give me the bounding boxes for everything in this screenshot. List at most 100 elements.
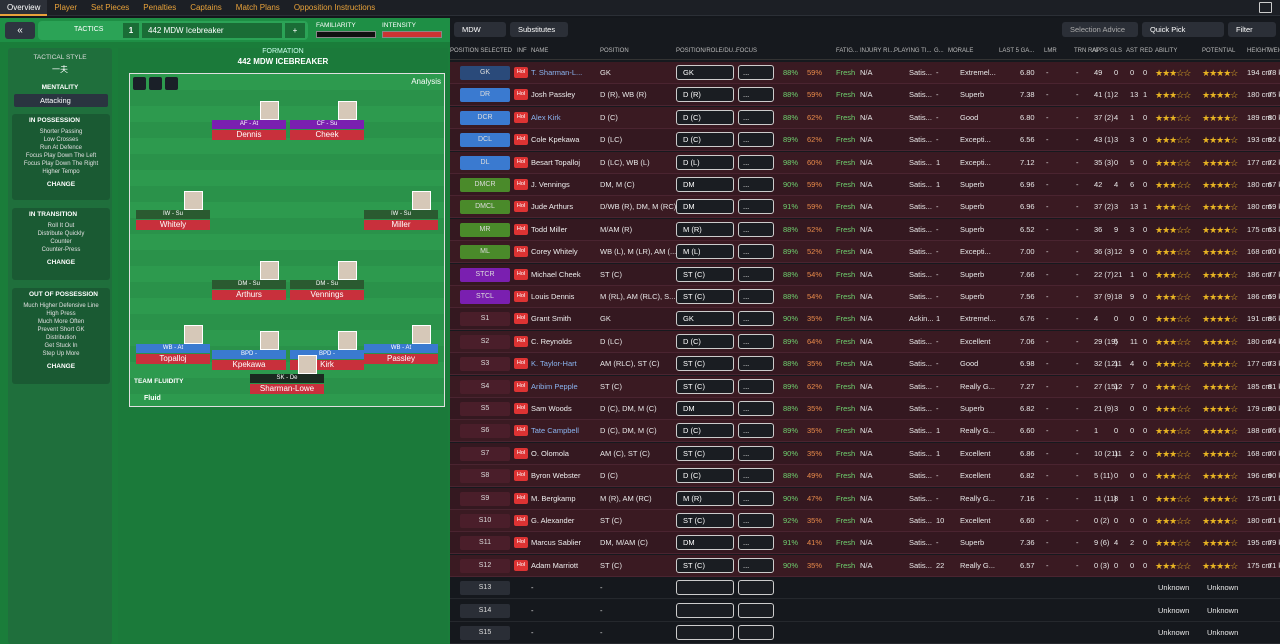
player-name[interactable]: - — [531, 583, 534, 593]
focus-select[interactable]: ... — [738, 65, 774, 80]
column-header[interactable]: HEIGHT — [1247, 48, 1270, 54]
selection-advice-button[interactable]: Selection Advice — [1062, 22, 1138, 37]
table-row[interactable]: S6 Tate Campbell D (C), DM, M (C) Hol D (C).… — [450, 420, 1280, 443]
table-row[interactable]: DCR Alex Kirk D (C) Hol D (C)... 88% 62% Fresh N… — [450, 106, 1280, 129]
column-header[interactable]: APPS — [1092, 48, 1109, 54]
table-row[interactable]: GK T. Sharman-L... GK Hol GK... 88% 59% Fresh N/… — [450, 62, 1280, 84]
player-name[interactable]: Josh Passley — [531, 90, 576, 100]
position-select[interactable]: DCR — [460, 110, 510, 125]
focus-select[interactable]: ... — [738, 378, 774, 394]
screen-icon[interactable] — [1259, 2, 1272, 13]
focus-select[interactable]: ... — [738, 177, 774, 192]
role-select[interactable]: M (L) — [676, 244, 734, 260]
position-select[interactable]: STCL — [460, 290, 510, 304]
position-select[interactable]: DCL — [460, 133, 510, 148]
analysis-button[interactable]: Analysis — [411, 77, 441, 86]
player-name[interactable]: K. Taylor-Hart — [531, 359, 577, 369]
tab-match-plans[interactable]: Match Plans — [235, 2, 280, 12]
table-row[interactable]: DR Josh Passley D (R), WB (R) Hol D (R)... 88… — [450, 84, 1280, 107]
table-row[interactable]: S5 Sam Woods D (C), DM, M (C) Hol DM... 88% 35… — [450, 398, 1280, 420]
table-row[interactable]: S15 - - Unknown Unknown — [450, 622, 1280, 644]
player-slot[interactable]: DM - Su Arthurs — [212, 261, 286, 308]
table-row[interactable]: S11 Marcus Sablier DM, M/AM (C) Hol DM... 91%… — [450, 532, 1280, 555]
focus-select[interactable]: ... — [738, 266, 774, 282]
player-name[interactable]: O. Olomola — [531, 448, 569, 458]
position-select[interactable]: GK — [460, 66, 510, 80]
player-slot[interactable]: AF - At Dennis — [212, 101, 286, 148]
formation-name[interactable]: 442 MDW ICEBREAKER — [237, 57, 329, 66]
role-select[interactable]: DM — [676, 177, 734, 192]
table-row[interactable]: DL Besart Topalloj D (LC), WB (L) Hol D (L).… — [450, 151, 1280, 174]
player-name[interactable]: Corey Whitely — [531, 247, 578, 257]
position-select[interactable]: ML — [460, 245, 510, 260]
table-row[interactable]: DCL Cole Kpekawa D (LC) Hol D (C)... 89% 62% Fr… — [450, 129, 1280, 152]
player-slot[interactable]: IW - Su Miller — [364, 191, 438, 238]
role-select[interactable]: M (R) — [676, 490, 734, 506]
focus-select[interactable] — [738, 580, 774, 596]
table-row[interactable]: DMCL Jude Arthurs D/WB (R), DM, M (RC) Hol D… — [450, 196, 1280, 219]
settings-icon[interactable] — [133, 77, 146, 90]
role-select[interactable]: ST (C) — [676, 356, 734, 372]
column-header[interactable]: POSITION — [600, 48, 629, 54]
tab-set-pieces[interactable]: Set Pieces — [91, 2, 130, 12]
position-select[interactable]: MR — [460, 222, 510, 237]
position-select[interactable]: DMCL — [460, 200, 510, 215]
column-header[interactable]: RED — [1140, 48, 1153, 54]
view-select[interactable]: MDW — [454, 22, 506, 37]
focus-select[interactable]: ... — [738, 535, 774, 551]
change-in-possession-button[interactable]: CHANGE — [46, 181, 76, 188]
player-slot[interactable]: DM - Su Vennings — [290, 261, 364, 308]
substitutes-button[interactable]: Substitutes — [510, 22, 568, 37]
tab-overview[interactable]: Overview — [0, 0, 48, 16]
player-slot[interactable]: BPD - Kirk — [290, 331, 364, 378]
column-header[interactable]: FOCUS — [736, 48, 757, 54]
table-row[interactable]: S2 C. Reynolds D (LC) Hol D (C)... 89% 64% Fres… — [450, 330, 1280, 353]
role-select[interactable]: D (C) — [676, 423, 734, 439]
column-header[interactable]: NAME — [531, 48, 549, 54]
focus-select[interactable]: ... — [738, 87, 774, 103]
role-select[interactable] — [676, 625, 734, 640]
table-row[interactable]: S9 M. Bergkamp M (R), AM (RC) Hol M (R)... 90… — [450, 487, 1280, 510]
position-select[interactable]: S7 — [460, 446, 510, 461]
tab-player[interactable]: Player — [54, 2, 78, 12]
player-name[interactable]: Jude Arthurs — [531, 202, 574, 212]
column-header[interactable]: FATIG... — [836, 48, 858, 54]
focus-select[interactable]: ... — [738, 199, 774, 215]
role-select[interactable]: D (C) — [676, 468, 734, 484]
column-header[interactable]: MORALE — [948, 48, 974, 54]
player-name[interactable]: Louis Dennis — [531, 292, 575, 301]
position-select[interactable]: S4 — [460, 379, 510, 394]
player-name[interactable]: Adam Marriott — [531, 560, 579, 570]
focus-select[interactable]: ... — [738, 445, 774, 461]
table-row[interactable]: STCR Michael Cheek ST (C) Hol ST (C)... 88% 54… — [450, 263, 1280, 286]
position-select[interactable]: S10 — [460, 514, 510, 528]
add-tactic-button[interactable]: + — [285, 23, 305, 38]
focus-select[interactable]: ... — [738, 513, 774, 528]
position-select[interactable]: S6 — [460, 424, 510, 439]
tab-penalties[interactable]: Penalties — [143, 2, 177, 12]
column-header[interactable]: GLS — [1110, 48, 1123, 54]
position-select[interactable]: S12 — [460, 558, 510, 573]
role-select[interactable]: ST (C) — [676, 513, 734, 528]
role-select[interactable] — [676, 602, 734, 618]
focus-select[interactable]: ... — [738, 490, 774, 506]
table-row[interactable]: S3 K. Taylor-Hart AM (RLC), ST (C) Hol ST (C… — [450, 353, 1280, 376]
out-of-possession-box[interactable]: OUT OF POSSESSION Much Higher Defensive … — [12, 288, 110, 384]
role-select[interactable]: M (R) — [676, 221, 734, 237]
position-select[interactable]: STCR — [460, 267, 510, 282]
column-header[interactable]: PLAYING TI... — [894, 48, 932, 54]
focus-select[interactable] — [738, 625, 774, 640]
player-name[interactable]: C. Reynolds — [531, 336, 572, 346]
focus-select[interactable]: ... — [738, 423, 774, 439]
role-select[interactable]: D (L) — [676, 154, 734, 170]
column-header[interactable]: AST — [1126, 48, 1138, 54]
player-name[interactable]: Todd Miller — [531, 224, 568, 234]
position-select[interactable]: DR — [460, 88, 510, 103]
column-header[interactable]: LAST 5 GA... — [999, 48, 1035, 54]
player-name[interactable]: Michael Cheek — [531, 269, 581, 279]
role-select[interactable]: D (C) — [676, 333, 734, 349]
table-row[interactable]: S8 Byron Webster D (C) Hol D (C)... 88% 49% Fre… — [450, 465, 1280, 488]
filter-button[interactable]: Filter — [1228, 22, 1276, 37]
column-header[interactable]: POTENTIAL — [1202, 48, 1236, 54]
